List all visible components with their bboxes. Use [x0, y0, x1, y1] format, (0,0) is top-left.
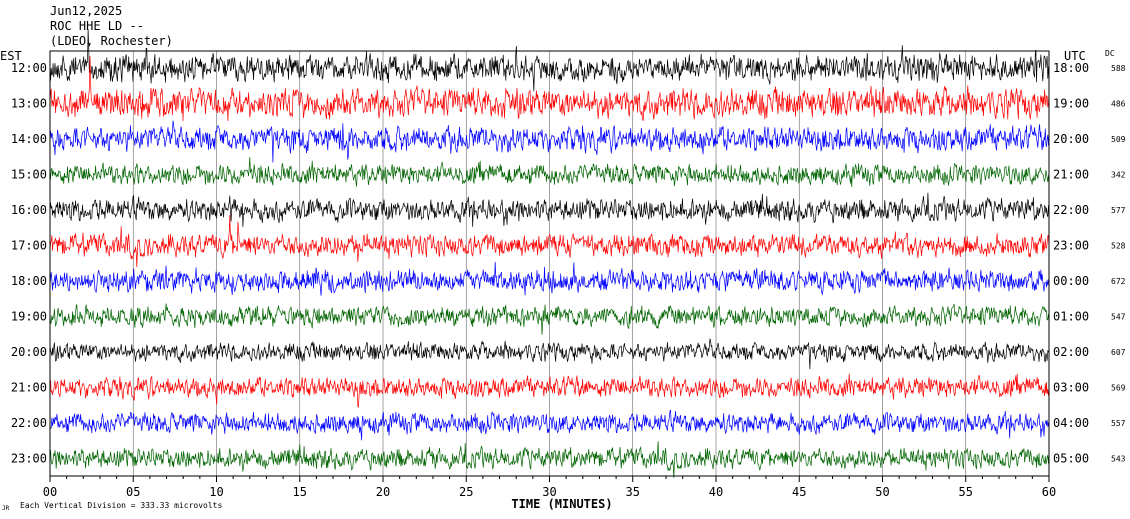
utc-time-label: 00:00 [1053, 274, 1089, 288]
row-labels: 12:00 18:00 588 13:00 19:00 486 14:00 20:00 509 1… [11, 61, 1126, 466]
x-tick-label: 45 [792, 485, 806, 499]
x-tick-label: 40 [709, 485, 723, 499]
utc-time-label: 19:00 [1053, 97, 1089, 111]
trace-19:00 [49, 55, 1050, 122]
local-time-label: 17:00 [11, 239, 47, 253]
dc-offset-label: 577 [1111, 206, 1126, 215]
minute-gridlines [132, 51, 967, 476]
trace-02:00 [49, 338, 1050, 370]
utc-time-label: 03:00 [1053, 381, 1089, 395]
footer-scale-note: Each Vertical Division = 333.33 microvol… [20, 501, 222, 510]
local-time-label: 21:00 [11, 381, 47, 395]
x-tick-label: 10 [209, 485, 223, 499]
utc-time-label: 05:00 [1053, 452, 1089, 466]
x-tick-label: 05 [126, 485, 140, 499]
local-time-label: 18:00 [11, 274, 47, 288]
x-tick-label: 60 [1042, 485, 1056, 499]
trace-21:00 [49, 157, 1050, 188]
utc-time-label: 02:00 [1053, 345, 1089, 359]
dc-offset-label: 672 [1111, 277, 1126, 286]
x-tick-label: 15 [293, 485, 307, 499]
x-tick-label: 35 [626, 485, 640, 499]
x-axis-title: TIME (MINUTES) [511, 497, 612, 511]
footer-mark: JR [2, 505, 10, 512]
dc-offset-label: 557 [1111, 419, 1126, 428]
x-tick-label: 55 [959, 485, 973, 499]
trace-05:00 [49, 441, 1050, 479]
dc-offset-label: 588 [1111, 64, 1126, 73]
local-time-label: 15:00 [11, 168, 47, 182]
trace-01:00 [49, 303, 1050, 335]
header-date: Jun12,2025 [50, 4, 122, 18]
utc-time-label: 18:00 [1053, 61, 1089, 75]
trace-03:00 [49, 373, 1050, 408]
trace-00:00 [49, 261, 1050, 296]
trace-18:00 [49, 29, 1050, 92]
trace-23:00 [49, 215, 1050, 268]
x-tick-label: 25 [459, 485, 473, 499]
local-time-label: 14:00 [11, 132, 47, 146]
local-time-label: 13:00 [11, 97, 47, 111]
dc-offset-label: 569 [1111, 384, 1126, 393]
local-time-label: 22:00 [11, 416, 47, 430]
dc-offset-label: 528 [1111, 242, 1126, 251]
dc-offset-label: 509 [1111, 135, 1126, 144]
trace-20:00 [49, 120, 1050, 163]
left-timezone-label: EST [0, 49, 22, 63]
dc-offset-label: 342 [1111, 171, 1126, 180]
trace-04:00 [49, 409, 1050, 441]
dc-offset-label: 547 [1111, 313, 1126, 322]
dc-header-label: DC [1105, 49, 1115, 58]
utc-time-label: 20:00 [1053, 132, 1089, 146]
header-network: (LDEO, Rochester) [50, 34, 173, 48]
utc-time-label: 22:00 [1053, 203, 1089, 217]
local-time-label: 20:00 [11, 345, 47, 359]
local-time-label: 16:00 [11, 203, 47, 217]
header-station: ROC HHE LD -- [50, 19, 144, 33]
dc-offset-label: 486 [1111, 100, 1126, 109]
utc-time-label: 04:00 [1053, 416, 1089, 430]
dc-offset-label: 543 [1111, 455, 1126, 464]
x-tick-label: 50 [875, 485, 889, 499]
local-time-label: 23:00 [11, 452, 47, 466]
x-tick-label: 30 [542, 485, 556, 499]
utc-time-label: 21:00 [1053, 168, 1089, 182]
x-tick-label: 20 [376, 485, 390, 499]
x-tick-label: 00 [43, 485, 57, 499]
seismic-traces [49, 29, 1050, 479]
plot-frame [49, 50, 1050, 477]
dc-offset-label: 607 [1111, 348, 1126, 357]
utc-time-label: 01:00 [1053, 310, 1089, 324]
local-time-label: 19:00 [11, 310, 47, 324]
local-time-label: 12:00 [11, 61, 47, 75]
trace-22:00 [49, 192, 1050, 228]
x-axis-ticks: 00 05 10 15 20 25 30 35 40 45 50 55 60 [43, 476, 1056, 499]
utc-time-label: 23:00 [1053, 239, 1089, 253]
right-timezone-label: UTC [1064, 49, 1086, 63]
